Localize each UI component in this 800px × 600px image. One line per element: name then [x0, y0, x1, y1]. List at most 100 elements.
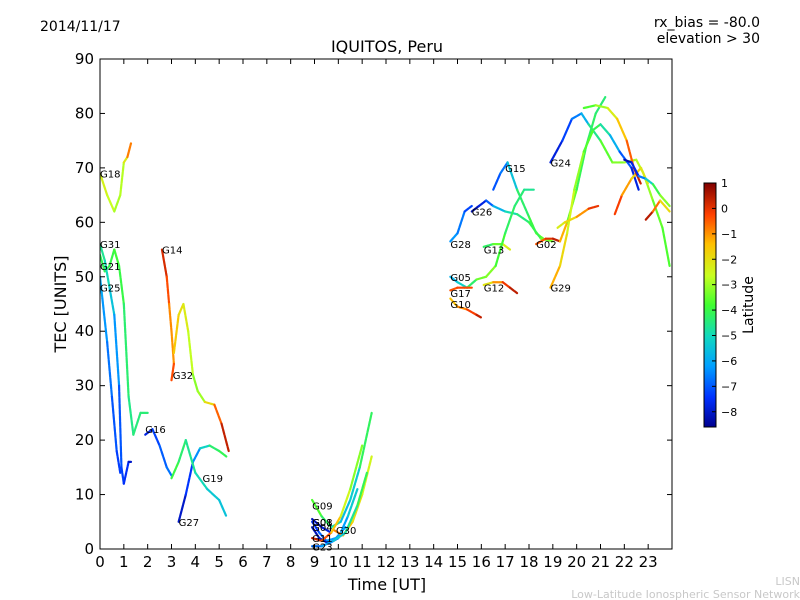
- data-point-g26: [492, 204, 507, 213]
- data-point-g29: [549, 264, 562, 289]
- y-tick-label: 30: [75, 377, 94, 395]
- data-point-g19: [194, 471, 209, 491]
- data-point-g22: [582, 104, 597, 110]
- data-point-g22: [594, 104, 609, 110]
- data-point-g24: [561, 117, 574, 142]
- y-axis-ticks: 0 10 20 30 40 50 60 70 80 90: [75, 50, 672, 558]
- colorbar-tick-label: 1: [721, 177, 728, 190]
- data-point-g12: [508, 286, 519, 295]
- footer-network: Low-Latitude Ionospheric Sensor Network: [571, 588, 800, 600]
- data-point-g03: [630, 161, 640, 178]
- series-g17: [449, 286, 473, 292]
- series-g28: [449, 204, 473, 243]
- data-point-g04: [346, 488, 359, 518]
- y-tick-label: 90: [75, 50, 94, 68]
- data-point-g08: [320, 526, 333, 534]
- data-point-g29: [608, 134, 621, 153]
- y-tick-label: 70: [75, 159, 94, 177]
- data-point-g05: [485, 264, 497, 278]
- data-point-g32: [203, 400, 216, 406]
- x-tick-label: 20: [567, 553, 586, 571]
- label-g21: G21: [100, 262, 120, 273]
- data-point-g02: [535, 237, 547, 246]
- label-g16: G16: [145, 425, 165, 436]
- data-point-g02: [558, 221, 569, 243]
- x-tick-label: 3: [167, 553, 177, 571]
- label-g25: G25: [100, 284, 120, 295]
- x-tick-label: 12: [376, 553, 395, 571]
- data-point-g29: [592, 123, 602, 131]
- colorbar-tick-label: −6: [721, 355, 737, 368]
- colorbar-tick-label: −5: [721, 330, 737, 343]
- chart-title: IQUITOS, Peru: [331, 37, 443, 56]
- data-point-g27: [208, 444, 221, 453]
- data-point-g10: [475, 313, 483, 319]
- data-point-g05: [449, 275, 459, 284]
- x-tick-label: 2: [143, 553, 153, 571]
- data-point-g19: [206, 488, 221, 502]
- data-point-g25: [115, 449, 122, 474]
- label-g30: G30: [336, 526, 356, 537]
- data-point-g03: [658, 194, 671, 208]
- series-g19: [170, 439, 228, 518]
- colorbar-ticks: 1 0 −1 −2 −3 −4 −5 −6 −7 −8: [712, 177, 737, 419]
- x-axis-ticks: 0 1 2 3 4 5 6 7 8 9 10 11 12 13 14 15 16 17 18 19 20 21 22 23: [95, 59, 658, 571]
- data-point-g07: [613, 194, 624, 216]
- data-point-g10: [449, 297, 459, 308]
- data-point-g20: [587, 204, 600, 210]
- series-g08: [311, 517, 333, 534]
- label-g17: G17: [450, 289, 470, 300]
- plot-frame: [99, 58, 673, 550]
- data-point-g07: [620, 177, 633, 197]
- label-g23: G23: [312, 542, 332, 553]
- label-g19: G19: [202, 474, 222, 485]
- data-point-g27: [218, 449, 228, 458]
- data-point-g29: [573, 150, 585, 191]
- data-point-g21: [122, 460, 130, 485]
- data-point-g23: [320, 539, 335, 548]
- series-g03: [623, 158, 671, 208]
- data-point-g22: [616, 117, 628, 142]
- data-point-g14: [170, 362, 175, 382]
- data-point-g12: [482, 281, 495, 287]
- data-point-g05: [504, 204, 516, 235]
- data-point-g12: [501, 281, 512, 289]
- data-point-g23: [356, 471, 369, 507]
- date-label: 2014/11/17: [40, 19, 121, 35]
- data-point-g32: [220, 422, 230, 453]
- data-point-g02: [575, 145, 588, 191]
- label-g29: G29: [550, 284, 570, 295]
- data-point-g09: [311, 498, 323, 518]
- data-point-g28: [463, 204, 473, 213]
- y-tick-label: 20: [75, 431, 94, 449]
- data-point-g09: [320, 515, 333, 529]
- data-point-g25: [110, 395, 118, 453]
- data-point-g16: [158, 444, 168, 469]
- data-point-g29: [599, 123, 612, 137]
- data-point-g27: [177, 493, 187, 523]
- data-point-g11: [320, 531, 333, 542]
- x-tick-label: 13: [400, 553, 419, 571]
- series-g16: [144, 428, 173, 477]
- colorbar-tick-label: −8: [721, 406, 737, 419]
- data-point-g21: [117, 384, 123, 469]
- label-g14: G14: [162, 246, 182, 257]
- data-point-g24: [549, 139, 564, 164]
- data-point-g26: [470, 204, 481, 213]
- label-g31: G31: [100, 240, 120, 251]
- data-point-g03: [637, 174, 647, 180]
- data-point-g31: [108, 248, 116, 267]
- colorbar-tick-label: −1: [721, 228, 737, 241]
- series-g23: [311, 471, 369, 548]
- data-point-g19: [177, 439, 187, 463]
- data-point-g03: [623, 158, 633, 164]
- label-g26: G26: [472, 207, 492, 218]
- series-g01: [311, 520, 347, 542]
- x-tick-label: 18: [519, 553, 538, 571]
- x-tick-label: 17: [496, 553, 515, 571]
- data-point-g17: [449, 286, 459, 292]
- data-point-g24: [599, 139, 614, 164]
- label-g01: G01: [312, 518, 332, 529]
- x-tick-label: 4: [191, 553, 201, 571]
- y-tick-label: 10: [75, 486, 94, 504]
